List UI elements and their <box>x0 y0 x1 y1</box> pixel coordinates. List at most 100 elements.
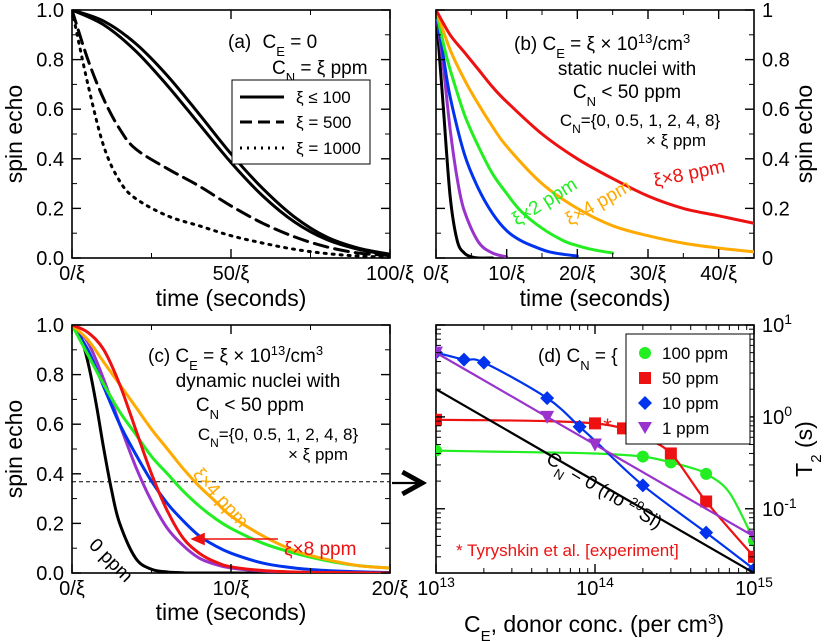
experiment-point: * <box>603 414 612 439</box>
tick-label: 1 <box>762 0 773 22</box>
data-point-diamond <box>540 391 555 406</box>
tick-label: 10/ξ <box>488 263 525 285</box>
panel-c: 0/ξ 10/ξ 20/ξ 0.0 0.2 0.4 0.6 0.8 1.0 time (seco… <box>1 315 408 625</box>
panel-b-ticks: 0/ξ 10/ξ 20/ξ 30/ξ 40/ξ 0 0.2 0.4 0.6 0.8 1 <box>423 0 790 285</box>
panel-c-annotation-2: dynamic nuclei with <box>176 371 341 392</box>
tick-label: 0.4 <box>36 149 64 171</box>
panel-d-annotation: (d) CN = { <box>538 346 618 373</box>
panel-a: 0/ξ 50/ξ 100/ξ 0.0 0.2 0.4 0.6 0.8 1.0 time (sec… <box>1 0 414 311</box>
tick-label: 0/ξ <box>59 578 85 600</box>
tick-label: 0/ξ <box>59 263 85 285</box>
tick-label: 0.2 <box>36 198 64 220</box>
panel-c-ticks: 0/ξ 10/ξ 20/ξ 0.0 0.2 0.4 0.6 0.8 1.0 <box>36 315 408 600</box>
legend-label: ξ = 500 <box>296 113 351 132</box>
series-line-c-n-0 <box>436 388 754 573</box>
data-point-square <box>589 417 601 430</box>
series-line-100-lower <box>72 10 390 257</box>
panel-b-annotation-1: (b) CE = ξ × 1013/cm3 <box>514 31 690 61</box>
panel-d-ylabel: T2 (s) <box>791 421 825 477</box>
tick-label: 1.0 <box>36 315 64 337</box>
tick-label: 40/ξ <box>700 263 737 285</box>
panel-a-ticks: 0/ξ 50/ξ 100/ξ 0.0 0.2 0.4 0.6 0.8 1.0 <box>36 0 414 285</box>
series-line-500 <box>72 10 390 257</box>
data-point-square <box>700 495 713 508</box>
series-line-4-ppm <box>436 10 754 254</box>
panel-a-ce: CE = 0 <box>263 32 318 59</box>
tick-label: 1013 <box>417 574 455 600</box>
legend-label: 100 ppm <box>662 344 728 363</box>
tick-label: 100/ξ <box>366 263 414 285</box>
legend-label: 1 ppm <box>662 419 709 438</box>
panel-b-annotation-5: × ξ ppm <box>646 131 706 150</box>
panel-d-ticks: 1013 1014 1015 10-1 100 101 <box>417 311 797 600</box>
tick-label: 0.8 <box>36 50 64 72</box>
panel-d-xlabel: CE, donor conc. (per cm3) <box>464 611 724 641</box>
tick-label: 10/ξ <box>213 578 250 600</box>
panel-d: * 1013 1014 1015 10-1 100 101 CE, donor conc.… <box>417 311 824 641</box>
tick-label: 0/ξ <box>423 263 449 285</box>
panel-a-label: (a) <box>228 32 251 53</box>
panel-a-series <box>72 10 390 258</box>
legend-marker-triangle <box>638 422 652 434</box>
tick-label: 0.8 <box>762 50 790 72</box>
panel-b-series <box>436 10 754 258</box>
panel-d-label: (d) <box>538 346 561 367</box>
tick-label: 1015 <box>735 574 773 600</box>
tick-label: 0.6 <box>36 414 64 436</box>
panel-b-annotation-3: CN < 50 ppm <box>573 82 681 109</box>
panel-a-annotation: (a) CE = 0 <box>228 32 317 59</box>
data-point-triangle <box>588 438 602 452</box>
series-line-ppm <box>436 10 579 258</box>
tick-label: 0.4 <box>762 149 790 171</box>
tick-label: 0.6 <box>762 99 790 121</box>
data-point-diamond <box>699 525 714 540</box>
panel-c-xlabel: time (seconds) <box>156 599 307 625</box>
panel-a-ylabel: spin echo <box>1 85 27 183</box>
series-line-100-upper <box>72 10 390 256</box>
data-point-diamond <box>572 419 587 434</box>
series-line-2-ppm <box>72 325 390 570</box>
legend-label: 10 ppm <box>662 394 719 413</box>
data-point-circle <box>636 450 649 463</box>
series-line-100-ppm <box>436 449 754 542</box>
data-point-diamond <box>635 478 650 493</box>
panel-a-legend-box <box>231 79 371 165</box>
panel-c-label: (c) <box>148 346 170 367</box>
tick-label: 0.2 <box>36 513 64 535</box>
panel-c-annotation-3: CN < 50 ppm <box>196 395 304 422</box>
tick-label: 1.0 <box>36 0 64 22</box>
tick-label: 0.0 <box>36 563 64 585</box>
tick-label: 50/ξ <box>213 263 250 285</box>
panel-c-curve-label-8: ξ×8 ppm <box>284 539 356 560</box>
data-point-triangle <box>436 346 443 360</box>
panel-b-annotation-2: static nuclei with <box>558 59 696 80</box>
tick-label: 20/ξ <box>372 578 409 600</box>
series-line-8-ppm <box>436 10 754 225</box>
tick-label: 30/ξ <box>630 263 667 285</box>
data-point-circle <box>436 444 442 457</box>
data-point-square <box>664 447 677 460</box>
series-line-0-5-ppm <box>436 10 509 258</box>
tick-label: 100 <box>762 403 792 429</box>
panel-b-xlabel: time (seconds) <box>520 285 671 311</box>
data-point-diamond <box>456 352 471 367</box>
legend-label: ξ = 1000 <box>296 139 361 158</box>
series-line-1000 <box>72 10 390 258</box>
series-line-2-ppm <box>436 10 615 255</box>
panel-b-curve-label-8: ξ×8 ppm <box>652 156 727 192</box>
legend-label: 50 ppm <box>662 369 719 388</box>
tick-label: 0.8 <box>36 365 64 387</box>
data-point-triangle <box>540 410 555 424</box>
tick-label: 20/ξ <box>559 263 596 285</box>
tick-label: 10-1 <box>762 495 797 521</box>
data-point-diamond <box>476 355 491 370</box>
tick-label: 0.2 <box>762 198 790 220</box>
panel-a-xlabel: time (seconds) <box>156 285 307 311</box>
data-point-circle <box>700 467 713 480</box>
panel-c-ylabel: spin echo <box>1 400 27 498</box>
tick-label: 101 <box>762 311 792 337</box>
panel-d-legend: 100 ppm 50 ppm 10 ppm 1 ppm <box>625 333 751 445</box>
panel-b-ylabel: spin echo <box>791 85 817 183</box>
tick-label: 0.0 <box>36 248 64 270</box>
